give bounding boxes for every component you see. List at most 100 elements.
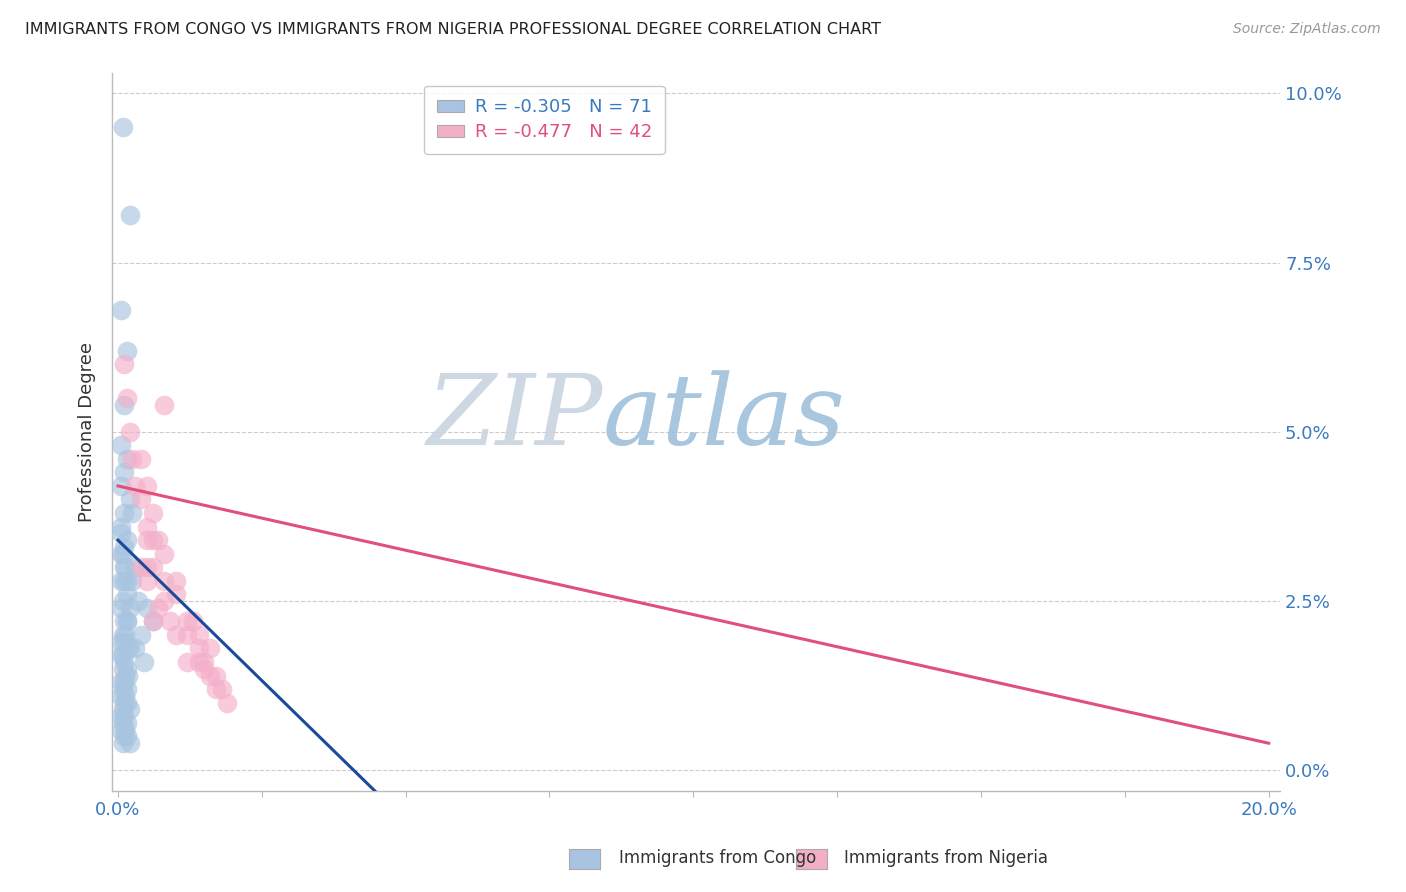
Point (211, 681, 233, 696)
Point (117, 668, 139, 682)
Point (217, 696, 239, 710)
Point (176, 655, 198, 669)
Point (110, 438, 132, 452)
Point (129, 560, 152, 574)
Point (129, 492, 152, 507)
Point (148, 533, 170, 548)
Point (165, 628, 187, 642)
Point (204, 681, 226, 696)
Point (115, 715, 138, 730)
Point (135, 533, 157, 548)
Point (118, 702, 141, 716)
Point (193, 662, 215, 676)
Point (118, 208, 141, 222)
Point (141, 506, 163, 520)
Point (153, 547, 176, 561)
Point (112, 506, 135, 520)
Point (114, 723, 136, 737)
Point (115, 615, 138, 629)
Point (118, 425, 141, 439)
Point (135, 519, 157, 533)
Point (135, 574, 157, 588)
Point (135, 479, 157, 493)
Point (111, 702, 134, 716)
Point (115, 451, 138, 466)
Point (141, 615, 163, 629)
Point (121, 506, 143, 520)
Point (111, 628, 134, 642)
Point (204, 668, 226, 682)
Point (110, 547, 132, 561)
Point (165, 574, 187, 588)
Point (153, 574, 176, 588)
Point (176, 628, 198, 642)
Point (110, 600, 132, 615)
Text: ZIP: ZIP (426, 370, 603, 465)
Point (112, 615, 135, 629)
Point (112, 574, 135, 588)
Text: atlas: atlas (603, 370, 845, 465)
Point (115, 574, 138, 588)
Point (111, 715, 134, 730)
Point (141, 560, 163, 574)
Point (112, 540, 135, 554)
Point (114, 668, 136, 682)
Point (187, 655, 209, 669)
Point (110, 526, 132, 541)
Point (198, 668, 221, 682)
Point (115, 681, 138, 696)
Y-axis label: Professional Degree: Professional Degree (79, 342, 96, 522)
Point (141, 615, 163, 629)
Point (165, 587, 187, 601)
Point (121, 451, 143, 466)
Point (132, 655, 155, 669)
Point (115, 343, 138, 358)
Legend: R = -0.305   N = 71, R = -0.477   N = 42: R = -0.305 N = 71, R = -0.477 N = 42 (425, 86, 665, 154)
Point (112, 560, 135, 574)
Point (153, 398, 176, 412)
Point (118, 641, 141, 656)
Point (112, 675, 135, 690)
Point (118, 736, 141, 750)
Point (135, 600, 157, 615)
Point (181, 615, 204, 629)
Point (115, 662, 138, 676)
Point (110, 519, 132, 533)
Point (127, 594, 149, 608)
Point (112, 696, 135, 710)
Point (115, 696, 138, 710)
Point (129, 451, 152, 466)
Text: IMMIGRANTS FROM CONGO VS IMMIGRANTS FROM NIGERIA PROFESSIONAL DEGREE CORRELATION: IMMIGRANTS FROM CONGO VS IMMIGRANTS FROM… (25, 22, 882, 37)
Point (115, 730, 138, 744)
Point (115, 533, 138, 548)
Point (112, 655, 135, 669)
Point (110, 574, 132, 588)
Point (110, 302, 132, 317)
Point (110, 634, 132, 648)
Point (111, 736, 134, 750)
Point (110, 689, 132, 703)
Point (114, 560, 136, 574)
Point (112, 357, 135, 371)
Point (112, 634, 135, 648)
Point (112, 466, 135, 480)
Point (111, 120, 134, 135)
Point (153, 594, 176, 608)
Point (111, 594, 134, 608)
Point (114, 628, 136, 642)
Point (112, 730, 135, 744)
Point (198, 641, 221, 656)
Point (115, 641, 138, 656)
Point (187, 628, 209, 642)
Point (118, 600, 141, 615)
Point (115, 391, 138, 405)
Text: Source: ZipAtlas.com: Source: ZipAtlas.com (1233, 22, 1381, 37)
Point (110, 648, 132, 663)
Point (124, 479, 146, 493)
Text: Immigrants from Nigeria: Immigrants from Nigeria (844, 849, 1047, 867)
Point (121, 574, 143, 588)
Point (124, 641, 146, 656)
Point (141, 533, 163, 548)
Point (112, 709, 135, 723)
Point (193, 655, 215, 669)
